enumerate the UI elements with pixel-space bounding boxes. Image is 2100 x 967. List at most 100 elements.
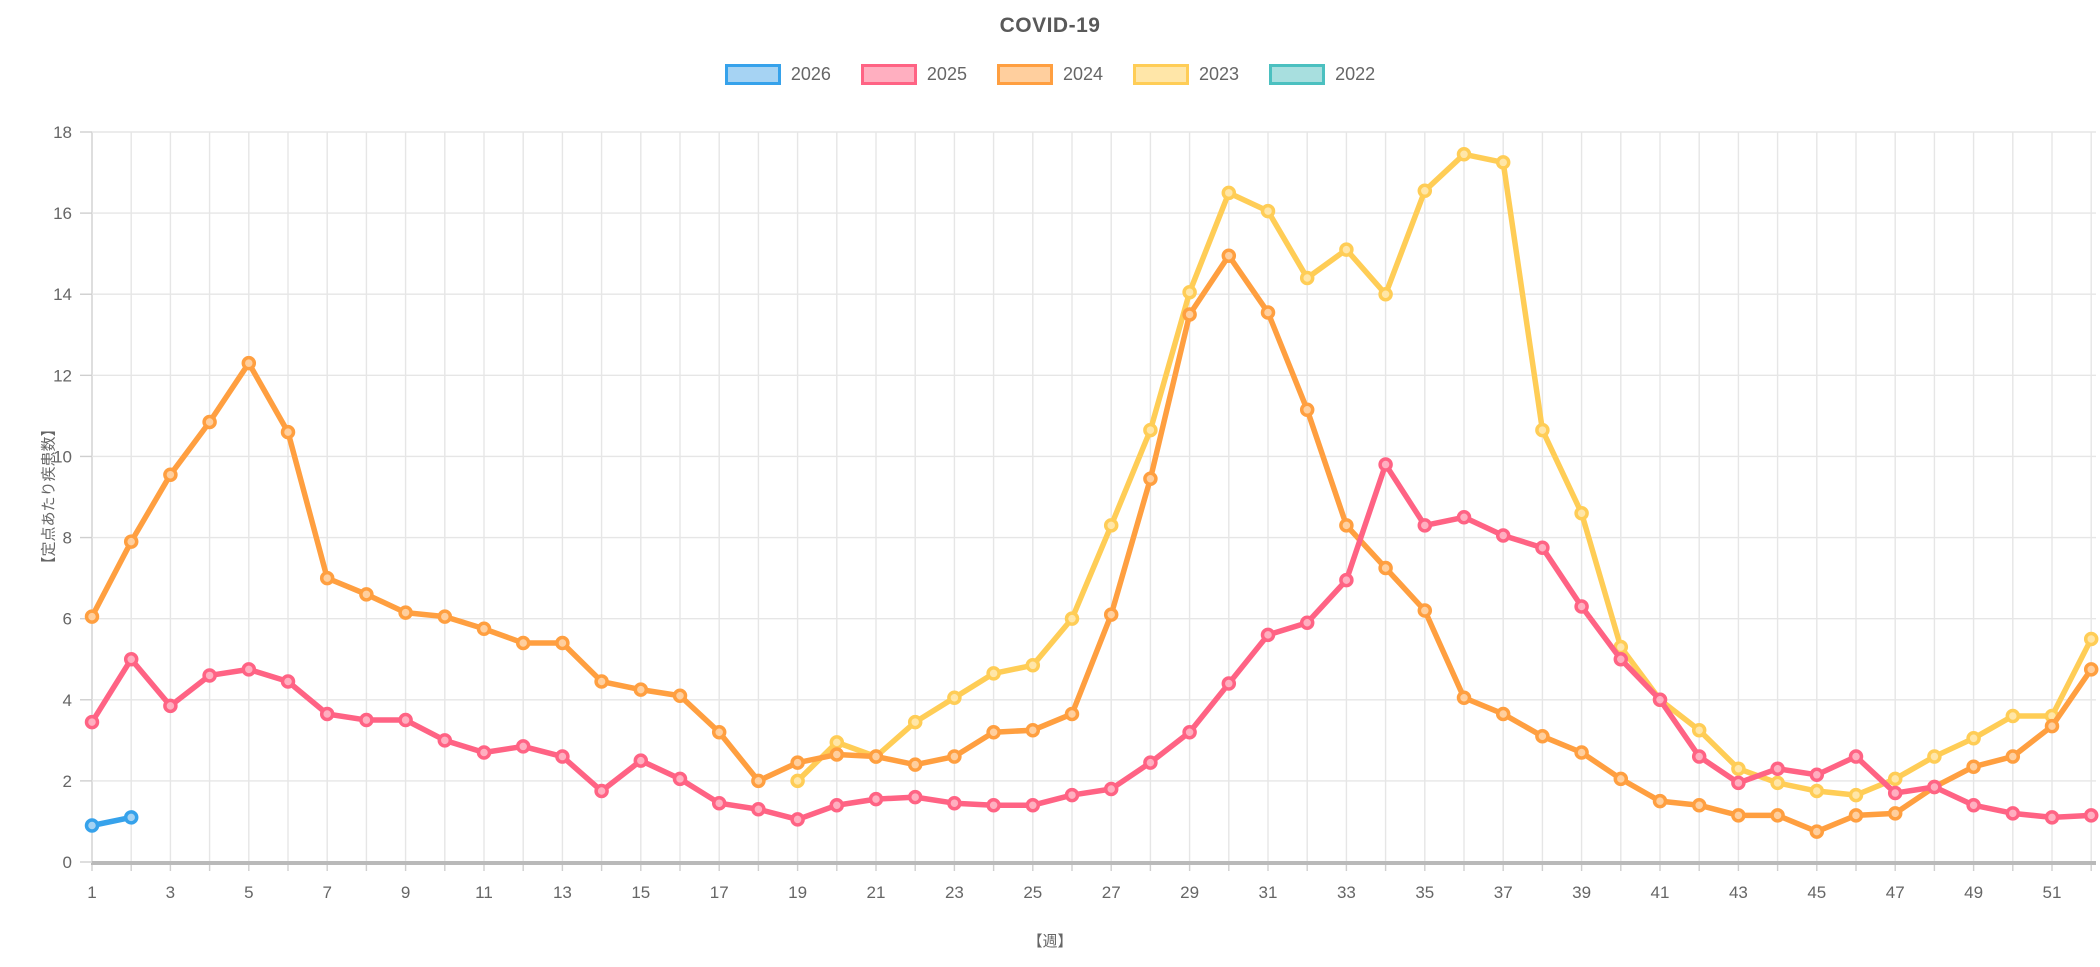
data-point-2024-w30[interactable] (1221, 248, 1237, 263)
data-point-2024-w13[interactable] (555, 635, 570, 651)
data-point-2024-w34[interactable] (1378, 560, 1393, 576)
data-point-2023-w46[interactable] (1848, 787, 1864, 803)
data-point-2023-w25[interactable] (1025, 658, 1041, 673)
data-point-2023-w49[interactable] (1966, 731, 1981, 746)
data-point-2024-w24[interactable] (986, 724, 1001, 740)
data-point-2024-w37[interactable] (1495, 706, 1511, 722)
data-point-2024-w28[interactable] (1143, 471, 1158, 486)
data-point-2023-w34[interactable] (1378, 286, 1393, 302)
data-point-2025-w22[interactable] (907, 789, 923, 805)
data-point-2024-w26[interactable] (1064, 706, 1080, 722)
data-point-2024-w52[interactable] (2083, 662, 2099, 677)
data-point-2025-w19[interactable] (790, 812, 805, 827)
data-point-2025-w45[interactable] (1809, 767, 1825, 783)
data-point-2023-w36[interactable] (1456, 147, 1472, 162)
data-point-2023-w28[interactable] (1143, 422, 1158, 438)
data-point-2025-w6[interactable] (280, 674, 296, 689)
data-point-2024-w51[interactable] (2044, 718, 2060, 734)
data-point-2025-w21[interactable] (868, 791, 884, 807)
data-point-2023-w42[interactable] (1691, 722, 1707, 738)
data-point-2024-w12[interactable] (515, 635, 531, 651)
data-point-2025-w41[interactable] (1652, 692, 1668, 708)
data-point-2025-w36[interactable] (1456, 510, 1472, 525)
data-point-2023-w29[interactable] (1182, 284, 1197, 300)
data-point-2024-w36[interactable] (1456, 690, 1472, 705)
data-point-2025-w39[interactable] (1574, 599, 1589, 614)
data-point-2025-w49[interactable] (1966, 797, 1981, 813)
data-point-2025-w2[interactable] (123, 651, 139, 667)
series-2025[interactable] (84, 457, 2099, 827)
data-point-2025-w35[interactable] (1417, 518, 1433, 533)
data-point-2025-w46[interactable] (1848, 749, 1864, 764)
data-point-2024-w17[interactable] (711, 724, 727, 740)
data-point-2023-w23[interactable] (947, 690, 962, 705)
data-point-2025-w8[interactable] (359, 712, 374, 728)
data-point-2024-w35[interactable] (1417, 603, 1433, 618)
data-point-2025-w44[interactable] (1770, 761, 1785, 776)
data-point-2025-w48[interactable] (1927, 779, 1942, 795)
data-point-2024-w7[interactable] (319, 570, 335, 586)
data-point-2024-w39[interactable] (1574, 745, 1589, 760)
data-point-2023-w52[interactable] (2083, 631, 2099, 647)
data-point-2024-w27[interactable] (1103, 607, 1119, 622)
data-point-2023-w43[interactable] (1731, 761, 1746, 776)
data-point-2025-w25[interactable] (1025, 797, 1041, 813)
data-point-2024-w44[interactable] (1770, 808, 1785, 823)
data-point-2023-w30[interactable] (1221, 185, 1237, 201)
data-point-2024-w50[interactable] (2005, 749, 2021, 764)
data-point-2025-w50[interactable] (2005, 806, 2021, 821)
data-point-2023-w20[interactable] (829, 735, 845, 750)
data-point-2024-w38[interactable] (1535, 729, 1550, 744)
data-point-2025-w38[interactable] (1535, 540, 1550, 555)
data-point-2023-w45[interactable] (1809, 783, 1825, 799)
data-point-2025-w43[interactable] (1731, 775, 1746, 791)
data-point-2025-w15[interactable] (633, 753, 649, 768)
data-point-2023-w50[interactable] (2005, 708, 2021, 724)
legend-item-2025[interactable]: 2025 (860, 64, 967, 85)
data-point-2023-w22[interactable] (907, 714, 923, 730)
data-point-2023-w31[interactable] (1260, 203, 1276, 219)
legend-item-2024[interactable]: 2024 (996, 64, 1103, 85)
data-point-2024-w5[interactable] (241, 355, 257, 371)
data-point-2025-w12[interactable] (515, 739, 531, 754)
data-point-2024-w22[interactable] (907, 757, 923, 772)
data-point-2025-w3[interactable] (163, 698, 178, 714)
data-point-2024-w3[interactable] (163, 467, 178, 482)
data-point-2026-w2[interactable] (123, 810, 139, 825)
data-point-2024-w41[interactable] (1652, 793, 1668, 809)
data-point-2024-w20[interactable] (829, 747, 845, 762)
data-point-2024-w45[interactable] (1809, 824, 1825, 839)
data-point-2023-w35[interactable] (1417, 183, 1433, 199)
data-point-2025-w7[interactable] (319, 706, 335, 722)
data-point-2025-w42[interactable] (1691, 749, 1707, 764)
data-point-2025-w32[interactable] (1299, 615, 1315, 630)
data-point-2024-w10[interactable] (437, 609, 453, 624)
data-point-2023-w26[interactable] (1064, 611, 1080, 626)
data-point-2025-w29[interactable] (1182, 724, 1197, 740)
data-point-2024-w21[interactable] (868, 749, 884, 764)
data-point-2024-w29[interactable] (1182, 307, 1197, 322)
data-point-2025-w11[interactable] (476, 745, 492, 760)
data-point-2025-w30[interactable] (1221, 676, 1237, 691)
data-point-2025-w16[interactable] (672, 771, 688, 787)
data-point-2023-w48[interactable] (1927, 749, 1942, 764)
data-point-2024-w6[interactable] (280, 424, 296, 440)
data-point-2024-w8[interactable] (359, 587, 374, 602)
data-point-2024-w42[interactable] (1691, 797, 1707, 813)
data-point-2024-w4[interactable] (202, 414, 217, 430)
data-point-2025-w5[interactable] (241, 662, 257, 677)
data-point-2024-w14[interactable] (594, 674, 609, 689)
data-point-2024-w31[interactable] (1260, 305, 1276, 320)
data-point-2023-w24[interactable] (986, 666, 1001, 681)
data-point-2023-w44[interactable] (1770, 775, 1785, 791)
series-2026[interactable] (84, 810, 139, 833)
data-point-2025-w52[interactable] (2083, 808, 2099, 823)
data-point-2024-w11[interactable] (476, 621, 492, 637)
data-point-2025-w40[interactable] (1613, 651, 1629, 667)
data-point-2023-w33[interactable] (1339, 242, 1354, 257)
data-point-2024-w32[interactable] (1299, 402, 1315, 418)
data-point-2024-w43[interactable] (1731, 808, 1746, 823)
data-point-2023-w39[interactable] (1574, 505, 1589, 521)
data-point-2025-w33[interactable] (1339, 572, 1354, 588)
